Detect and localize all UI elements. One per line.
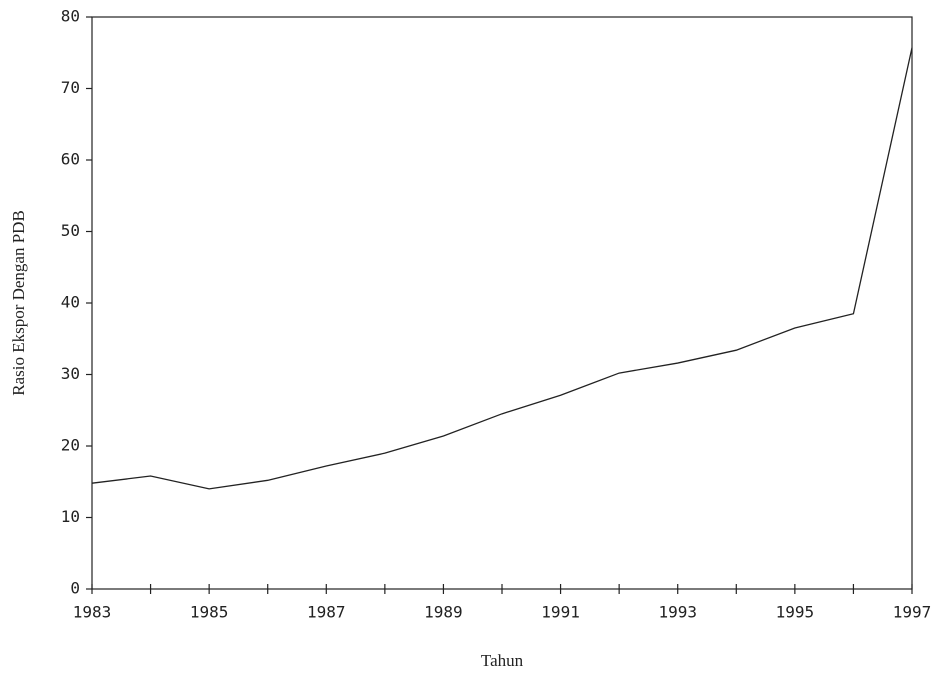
x-axis-title: Tahun	[481, 651, 524, 670]
chart: Tahun Rasio Ekspor Dengan PDB 0 10 20 30 40 5…	[0, 0, 941, 678]
x-tick-label: 1995	[776, 603, 815, 622]
y-axis-title: Rasio Ekspor Dengan PDB	[9, 210, 28, 396]
x-tick-label: 1987	[307, 603, 346, 622]
y-tick-label: 0	[70, 579, 80, 598]
y-tick-label: 80	[61, 7, 80, 26]
page: {"chart_data": {"type": "line", "x_label…	[0, 0, 941, 678]
y-tick-label: 20	[61, 436, 80, 455]
x-tick-label: 1989	[424, 603, 463, 622]
data-line	[92, 48, 912, 489]
plot-frame	[92, 17, 912, 589]
x-tick-label: 1993	[658, 603, 697, 622]
x-tick-label: 1983	[73, 603, 112, 622]
x-tick-label: 1991	[541, 603, 580, 622]
y-tick-label: 50	[61, 221, 80, 240]
x-tick-label: 1985	[190, 603, 229, 622]
y-tick-label: 30	[61, 364, 80, 383]
y-tick-label: 60	[61, 150, 80, 169]
y-tick-label: 10	[61, 507, 80, 526]
x-tick-label: 1997	[893, 603, 932, 622]
y-tick-label: 40	[61, 293, 80, 312]
y-tick-label: 70	[61, 78, 80, 97]
